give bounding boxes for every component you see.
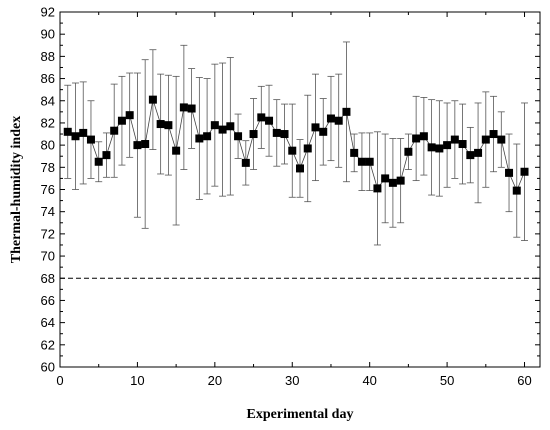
data-point xyxy=(350,148,359,157)
x-tick-label: 60 xyxy=(517,373,531,388)
data-point xyxy=(388,178,397,187)
data-point xyxy=(427,143,436,152)
data-point xyxy=(458,140,467,149)
y-tick-label: 90 xyxy=(41,27,55,42)
data-point xyxy=(102,151,111,160)
data-point xyxy=(450,135,459,144)
x-tick-label: 40 xyxy=(362,373,376,388)
y-tick-label: 74 xyxy=(41,204,55,219)
y-tick-label: 86 xyxy=(41,71,55,86)
data-point xyxy=(179,103,188,112)
data-point xyxy=(357,157,366,166)
data-point xyxy=(319,127,328,136)
data-point xyxy=(195,134,204,143)
data-point xyxy=(257,113,266,122)
data-point xyxy=(164,121,173,130)
data-point xyxy=(226,122,235,131)
x-axis-title: Experimental day xyxy=(247,407,354,422)
data-point xyxy=(133,141,142,150)
x-tick-label: 30 xyxy=(285,373,299,388)
data-point xyxy=(342,107,351,116)
data-point xyxy=(311,123,320,132)
data-point xyxy=(86,135,95,144)
y-axis-title: Thermal-humidity index xyxy=(9,116,24,263)
data-point xyxy=(481,135,490,144)
data-point xyxy=(396,176,405,185)
y-tick-label: 70 xyxy=(41,249,55,264)
y-tick-label: 78 xyxy=(41,160,55,175)
data-point xyxy=(71,132,80,141)
y-tick-label: 62 xyxy=(41,337,55,352)
data-point xyxy=(249,130,258,139)
data-point xyxy=(435,144,444,153)
y-tick-label: 68 xyxy=(41,271,55,286)
data-point xyxy=(520,167,529,176)
y-tick-label: 80 xyxy=(41,138,55,153)
data-point xyxy=(466,151,475,160)
data-point xyxy=(218,125,227,134)
data-point xyxy=(443,141,452,150)
data-point xyxy=(203,132,212,141)
data-point xyxy=(404,147,413,156)
data-series xyxy=(63,41,529,246)
data-point xyxy=(497,135,506,144)
x-tick-label: 50 xyxy=(440,373,454,388)
data-point xyxy=(79,128,88,137)
x-tick-label: 20 xyxy=(208,373,222,388)
data-point xyxy=(187,104,196,113)
ticks: 60 62 64 66 68 70 72 74 76 78 80 82 84 86 88 90 92 0 10 20 3… xyxy=(41,5,540,388)
data-point xyxy=(280,130,289,139)
data-point xyxy=(412,134,421,143)
y-tick-label: 64 xyxy=(41,315,55,330)
data-point xyxy=(94,157,103,166)
data-point xyxy=(156,120,165,129)
data-point xyxy=(505,168,514,177)
data-point xyxy=(63,127,72,136)
data-point xyxy=(210,121,219,130)
y-tick-label: 82 xyxy=(41,115,55,130)
data-point xyxy=(334,116,343,125)
data-point xyxy=(365,157,374,166)
y-tick-label: 66 xyxy=(41,293,55,308)
data-point xyxy=(148,95,157,104)
data-point xyxy=(419,132,428,141)
y-tick-label: 60 xyxy=(41,360,55,375)
y-tick-label: 76 xyxy=(41,182,55,197)
y-tick-label: 84 xyxy=(41,93,55,108)
y-tick-label: 88 xyxy=(41,49,55,64)
data-point xyxy=(381,174,390,183)
data-point xyxy=(296,164,304,173)
y-tick-label: 92 xyxy=(41,5,55,20)
data-point xyxy=(265,116,274,125)
data-point xyxy=(288,146,297,155)
data-point xyxy=(326,114,335,123)
data-point xyxy=(303,144,312,153)
data-point xyxy=(110,126,119,135)
y-tick-label: 72 xyxy=(41,226,55,241)
data-point xyxy=(117,116,126,125)
data-point xyxy=(474,148,483,157)
data-point xyxy=(141,140,150,149)
data-point xyxy=(125,111,134,120)
data-point xyxy=(489,130,498,139)
data-point xyxy=(234,132,243,141)
x-tick-label: 0 xyxy=(56,373,63,388)
data-point xyxy=(241,158,250,167)
data-point xyxy=(272,128,281,137)
data-point xyxy=(373,184,382,193)
x-tick-label: 10 xyxy=(130,373,144,388)
data-point xyxy=(172,146,181,155)
data-point xyxy=(512,186,521,195)
